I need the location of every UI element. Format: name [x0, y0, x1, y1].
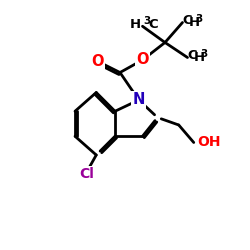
Text: N: N: [132, 92, 145, 108]
Text: O: O: [91, 54, 104, 69]
Text: 3: 3: [200, 49, 207, 59]
Text: H: H: [130, 18, 141, 31]
Text: H: H: [194, 51, 204, 64]
Text: C: C: [187, 49, 196, 62]
Text: H: H: [188, 16, 200, 29]
Text: 3: 3: [195, 14, 202, 24]
Text: C: C: [182, 14, 192, 27]
Text: Cl: Cl: [79, 167, 94, 181]
Text: OH: OH: [197, 135, 220, 149]
Text: C: C: [148, 18, 158, 31]
Text: O: O: [136, 52, 149, 68]
Text: 3: 3: [143, 16, 150, 26]
